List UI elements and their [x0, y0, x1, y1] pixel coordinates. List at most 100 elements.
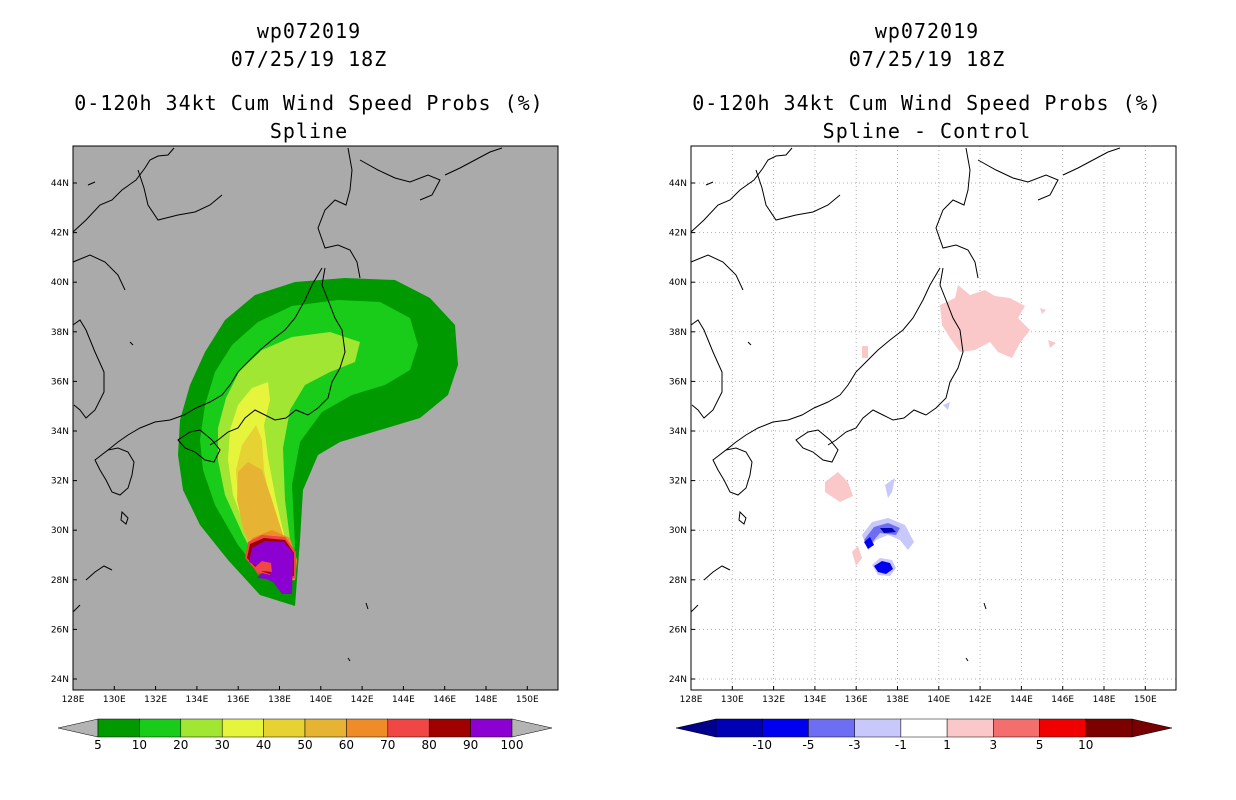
left-map: 128E 130E 132E 134E 136E 138E 140E 142E 144E 146E… [51, 145, 559, 705]
colorbar-label: 50 [297, 738, 312, 752]
lat-label-28N: 28N [51, 576, 69, 586]
colorbar-label: 90 [463, 738, 478, 752]
right-title-line2: 07/25/19 18Z [849, 47, 1006, 71]
lon-label-140E: 140E [309, 695, 332, 705]
colorbar-label: 100 [501, 738, 524, 752]
right-lat-ticks: 24N 26N 28N 30N 32N 34N 36N 38N 40N 42N 44N [669, 179, 695, 685]
colorbar-label: 70 [380, 738, 395, 752]
right-map-frame [690, 145, 1177, 691]
lon-label-146E: 146E [1051, 695, 1074, 705]
colorbar-label: -5 [802, 738, 814, 752]
lat-label-38N: 38N [669, 328, 687, 338]
right-title-line3: 0-120h 34kt Cum Wind Speed Probs (%) [692, 91, 1161, 115]
colorbar-swatch [470, 718, 513, 738]
colorbar-label: 1 [943, 738, 951, 752]
diff-pos-small2 [1040, 308, 1046, 314]
diff-pos-north [940, 285, 1030, 358]
right-title-line1: wp072019 [875, 19, 979, 43]
lat-label-32N: 32N [51, 477, 69, 487]
lat-label-38N: 38N [51, 328, 69, 338]
colorbar-label: 10 [132, 738, 147, 752]
colorbar-swatch [900, 718, 948, 738]
colorbar-swatch [1039, 718, 1087, 738]
colorbar-label: 20 [173, 738, 188, 752]
diff-pos-small4 [852, 546, 862, 566]
colorbar-label: -3 [849, 738, 861, 752]
lat-label-34N: 34N [669, 427, 687, 437]
lon-label-128E: 128E [62, 695, 85, 705]
right-lon-ticks: 128E 130E 132E 134E 136E 138E 140E 142E 144E 146E… [680, 686, 1157, 705]
colorbar-label: 3 [990, 738, 998, 752]
colorbar-label: 30 [215, 738, 230, 752]
lat-label-30N: 30N [51, 526, 69, 536]
colorbar-swatch [304, 718, 347, 738]
colorbar-high-arrow [511, 718, 553, 738]
colorbar-swatch [180, 718, 223, 738]
right-difference-field [825, 285, 1056, 576]
lat-label-34N: 34N [51, 427, 69, 437]
lon-label-132E: 132E [144, 695, 167, 705]
diff-neg-small1 [885, 478, 895, 498]
left-title-line3: 0-120h 34kt Cum Wind Speed Probs (%) [74, 91, 543, 115]
lat-label-40N: 40N [669, 278, 687, 288]
lon-label-130E: 130E [103, 695, 126, 705]
lon-label-148E: 148E [475, 695, 498, 705]
diff-neg-small2 [943, 402, 950, 410]
lon-label-144E: 144E [392, 695, 415, 705]
lat-label-44N: 44N [669, 179, 687, 189]
colorbar-swatch [263, 718, 306, 738]
diff-pos-south [825, 472, 853, 502]
colorbar-label: 40 [256, 738, 271, 752]
colorbar-swatch [854, 718, 902, 738]
colorbar-high-arrow [1131, 718, 1173, 738]
colorbar-swatch [1085, 718, 1133, 738]
left-lon-ticks: 128E 130E 132E 134E 136E 138E 140E 142E 144E 146E… [62, 686, 539, 705]
left-lat-ticks: 24N 26N 28N 30N 32N 34N 36N 38N 40N 42N 44N [51, 179, 77, 685]
lat-label-42N: 42N [51, 229, 69, 239]
left-title-line1: wp072019 [257, 19, 361, 43]
colorbar-swatch [761, 718, 809, 738]
colorbar-low-arrow [57, 718, 99, 738]
lon-label-138E: 138E [886, 695, 909, 705]
colorbar-low-arrow [675, 718, 717, 738]
colorbar-label: -10 [752, 738, 772, 752]
lon-label-150E: 150E [516, 695, 539, 705]
lon-label-150E: 150E [1134, 695, 1157, 705]
diff-neg-dot1 [864, 537, 874, 549]
left-map-frame [72, 145, 559, 691]
lon-label-136E: 136E [227, 695, 250, 705]
prob-band-70-inner [254, 561, 272, 575]
lat-label-24N: 24N [669, 675, 687, 685]
right-colorbar: -10 -5 -3 -1 1 3 5 10 [675, 718, 1173, 752]
colorbar-swatch [221, 718, 264, 738]
lat-label-32N: 32N [669, 477, 687, 487]
diff-neg-dot2 [880, 528, 896, 533]
lon-label-134E: 134E [185, 695, 208, 705]
lat-label-44N: 44N [51, 179, 69, 189]
colorbar-label: -1 [895, 738, 907, 752]
lat-label-42N: 42N [669, 229, 687, 239]
lon-label-138E: 138E [268, 695, 291, 705]
lat-label-40N: 40N [51, 278, 69, 288]
left-probability-field [178, 278, 458, 606]
colorbar-swatch [387, 718, 430, 738]
diff-pos-small3 [862, 346, 868, 358]
right-map-background [691, 146, 1176, 690]
diff-pos-small1 [1048, 340, 1056, 348]
lon-label-136E: 136E [845, 695, 868, 705]
diff-neg-lower-inner [874, 561, 893, 574]
lon-label-130E: 130E [721, 695, 744, 705]
left-colorbar: 5 10 20 30 40 50 60 70 80 90 100 [57, 718, 553, 752]
colorbar-swatch [428, 718, 471, 738]
left-title-line2: 07/25/19 18Z [231, 47, 388, 71]
lon-label-146E: 146E [433, 695, 456, 705]
lat-label-26N: 26N [669, 625, 687, 635]
lat-label-36N: 36N [51, 377, 69, 387]
colorbar-swatch [946, 718, 994, 738]
colorbar-label: 10 [1078, 738, 1093, 752]
right-map: 128E 130E 132E 134E 136E 138E 140E 142E 144E 146E… [669, 145, 1177, 705]
colorbar-swatch [97, 718, 140, 738]
lat-label-24N: 24N [51, 675, 69, 685]
lon-label-142E: 142E [351, 695, 374, 705]
colorbar-label: 80 [422, 738, 437, 752]
